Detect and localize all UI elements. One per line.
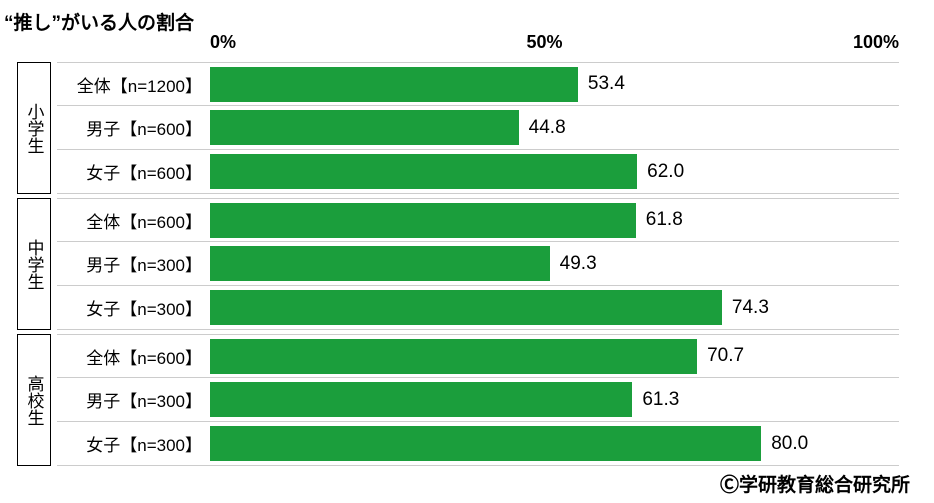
bar: 62.0 xyxy=(210,154,637,189)
rows: 全体【n=600】70.7男子【n=300】61.3女子【n=300】80.0 xyxy=(57,334,899,466)
group: 中学生全体【n=600】61.8男子【n=300】49.3女子【n=300】74… xyxy=(17,198,899,330)
rows: 全体【n=1200】53.4男子【n=600】44.8女子【n=600】62.0 xyxy=(57,62,899,194)
bar-value: 74.3 xyxy=(732,297,769,319)
table-row: 男子【n=600】44.8 xyxy=(57,106,899,150)
row-label: 男子【n=300】 xyxy=(57,387,210,412)
bar-container: 70.7 xyxy=(210,339,899,374)
bar-container: 61.8 xyxy=(210,203,899,238)
bar: 70.7 xyxy=(210,339,697,374)
row-label: 女子【n=300】 xyxy=(57,431,210,456)
bar-value: 80.0 xyxy=(771,433,808,455)
table-row: 女子【n=600】62.0 xyxy=(57,150,899,194)
bar: 61.3 xyxy=(210,382,632,417)
bar-container: 74.3 xyxy=(210,290,899,325)
axis-tick-100: 100% xyxy=(853,32,899,53)
table-row: 男子【n=300】61.3 xyxy=(57,378,899,422)
bar-container: 44.8 xyxy=(210,110,899,145)
bar-container: 61.3 xyxy=(210,382,899,417)
axis-tick-50: 50% xyxy=(526,32,562,53)
bar: 61.8 xyxy=(210,203,636,238)
bar-container: 49.3 xyxy=(210,246,899,281)
group: 高校生全体【n=600】70.7男子【n=300】61.3女子【n=300】80… xyxy=(17,334,899,466)
chart-title: “推し”がいる人の割合 xyxy=(4,8,194,35)
row-label: 女子【n=600】 xyxy=(57,159,210,184)
group-label-box: 中学生 xyxy=(17,198,51,330)
group-label: 中学生 xyxy=(22,239,47,290)
table-row: 全体【n=1200】53.4 xyxy=(57,62,899,106)
bar: 53.4 xyxy=(210,67,578,102)
bar-value: 49.3 xyxy=(560,253,597,275)
group: 小学生全体【n=1200】53.4男子【n=600】44.8女子【n=600】6… xyxy=(17,62,899,194)
bar-value: 70.7 xyxy=(707,345,744,367)
bar-value: 62.0 xyxy=(647,161,684,183)
row-label: 男子【n=600】 xyxy=(57,115,210,140)
group-label: 高校生 xyxy=(22,375,47,426)
row-label: 女子【n=300】 xyxy=(57,295,210,320)
bar: 44.8 xyxy=(210,110,519,145)
table-row: 女子【n=300】80.0 xyxy=(57,422,899,466)
bar-container: 62.0 xyxy=(210,154,899,189)
credit: Ⓒ学研教育総合研究所 xyxy=(720,470,910,497)
bar: 74.3 xyxy=(210,290,722,325)
row-label: 男子【n=300】 xyxy=(57,251,210,276)
group-label: 小学生 xyxy=(22,103,47,154)
table-row: 全体【n=600】70.7 xyxy=(57,334,899,378)
table-row: 男子【n=300】49.3 xyxy=(57,242,899,286)
table-row: 全体【n=600】61.8 xyxy=(57,198,899,242)
axis-tick-0: 0% xyxy=(210,32,236,53)
bar-value: 61.3 xyxy=(642,389,679,411)
group-label-box: 小学生 xyxy=(17,62,51,194)
bar-container: 80.0 xyxy=(210,426,899,461)
rows: 全体【n=600】61.8男子【n=300】49.3女子【n=300】74.3 xyxy=(57,198,899,330)
row-label: 全体【n=600】 xyxy=(57,208,210,233)
bar: 49.3 xyxy=(210,246,550,281)
chart-area: 小学生全体【n=1200】53.4男子【n=600】44.8女子【n=600】6… xyxy=(17,62,899,468)
row-label: 全体【n=600】 xyxy=(57,344,210,369)
bar-value: 44.8 xyxy=(529,117,566,139)
table-row: 女子【n=300】74.3 xyxy=(57,286,899,330)
bar-value: 61.8 xyxy=(646,209,683,231)
bar-value: 53.4 xyxy=(588,73,625,95)
bar: 80.0 xyxy=(210,426,761,461)
bar-container: 53.4 xyxy=(210,67,899,102)
row-label: 全体【n=1200】 xyxy=(57,72,210,97)
axis-labels: 0% 50% 100% xyxy=(210,32,899,53)
group-label-box: 高校生 xyxy=(17,334,51,466)
